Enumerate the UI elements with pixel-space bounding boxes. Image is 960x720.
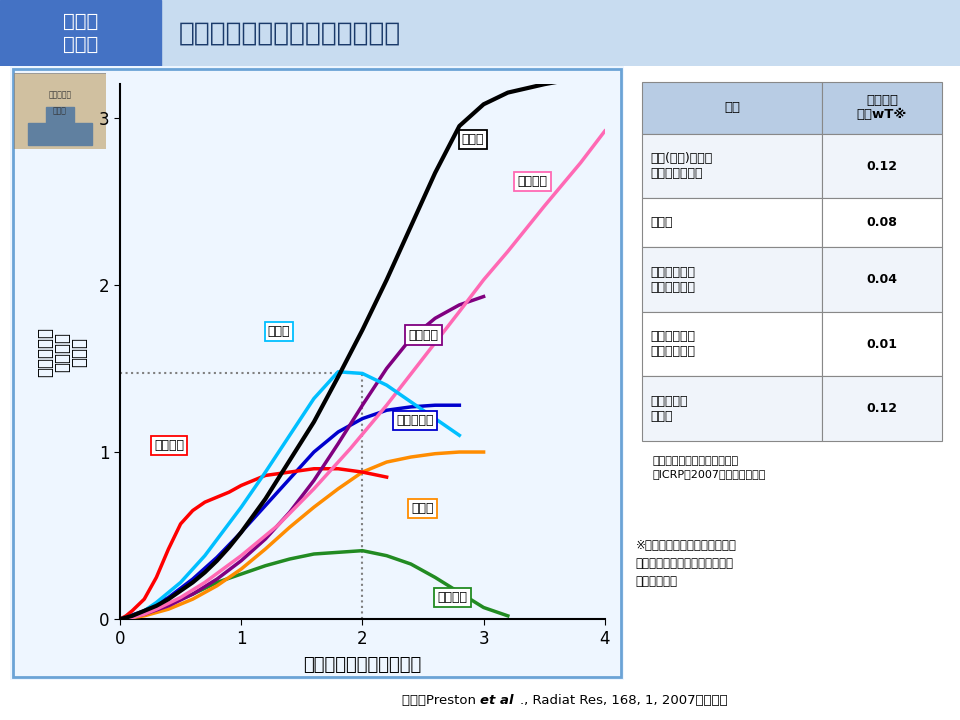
Text: 肺がん: 肺がん: [268, 325, 290, 338]
Text: 組織: 組織: [724, 102, 740, 114]
Text: 0.08: 0.08: [867, 216, 898, 230]
Text: 出典：国際放射線防護委員会
（ICRP）2007年勧告より作成: 出典：国際放射線防護委員会 （ICRP）2007年勧告より作成: [652, 456, 765, 480]
Text: 胃がん: 胃がん: [411, 503, 433, 516]
Bar: [822, 312, 942, 377]
Bar: [822, 81, 942, 134]
Bar: [822, 198, 942, 248]
Text: 0.12: 0.12: [867, 402, 898, 415]
Text: 出典：Preston: 出典：Preston: [401, 693, 480, 707]
Text: 肝臓がん: 肝臓がん: [438, 591, 468, 604]
Bar: [642, 377, 822, 441]
Text: 残りの組織
の合計: 残りの組織 の合計: [650, 395, 688, 423]
Bar: [0, 0, 161, 66]
Text: 生殖腺: 生殖腺: [650, 216, 673, 230]
Text: 膀胱がん: 膀胱がん: [154, 438, 184, 452]
Text: 放射線感受性の高い組織・臓器: 放射線感受性の高い組織・臓器: [179, 20, 401, 46]
Bar: [642, 248, 822, 312]
Y-axis label: がん発生の
過剰相対
リスク: がん発生の 過剰相対 リスク: [36, 327, 88, 377]
Bar: [642, 312, 822, 377]
Text: 骨表面、脳、
唾液腺、皮膚: 骨表面、脳、 唾液腺、皮膚: [650, 330, 695, 358]
Bar: [642, 134, 822, 198]
Bar: [28, 122, 92, 145]
Text: ., Radiat Res, 168, 1, 2007より作成: ., Radiat Res, 168, 1, 2007より作成: [520, 693, 728, 707]
Bar: [46, 107, 74, 126]
Bar: [822, 248, 942, 312]
Text: 乳がん: 乳がん: [462, 133, 484, 146]
Bar: [642, 81, 822, 134]
Text: 甲状腺がん: 甲状腺がん: [396, 414, 434, 427]
Bar: [642, 198, 822, 248]
Text: 0.04: 0.04: [867, 273, 898, 286]
Text: 骨髄(赤色)、胃、
肺、結腸、乳房: 骨髄(赤色)、胃、 肺、結腸、乳房: [650, 152, 712, 180]
Text: 0.01: 0.01: [867, 338, 898, 351]
Bar: [822, 134, 942, 198]
Text: 原爆被爆者: 原爆被爆者: [48, 90, 72, 99]
Text: 膀胱、食道、
肝臓、甲状腺: 膀胱、食道、 肝臓、甲状腺: [650, 266, 695, 294]
Text: 0.12: 0.12: [867, 160, 898, 173]
Text: 組織加重
係数wT※: 組織加重 係数wT※: [856, 94, 907, 122]
Text: がん・
白血病: がん・ 白血病: [63, 12, 98, 54]
Text: 皮膚がん: 皮膚がん: [517, 175, 547, 188]
Text: 結腸がん: 結腸がん: [408, 328, 439, 341]
Text: et al: et al: [480, 693, 514, 707]
Text: データ: データ: [53, 107, 67, 116]
Text: ※放射線による影響のリスクが
　大きい臓器・組織ほど大きい
　値になる。: ※放射線による影響のリスクが 大きい臓器・組織ほど大きい 値になる。: [636, 539, 736, 588]
X-axis label: 臓器吸収線量（グレイ）: 臓器吸収線量（グレイ）: [303, 656, 421, 674]
Bar: [822, 377, 942, 441]
